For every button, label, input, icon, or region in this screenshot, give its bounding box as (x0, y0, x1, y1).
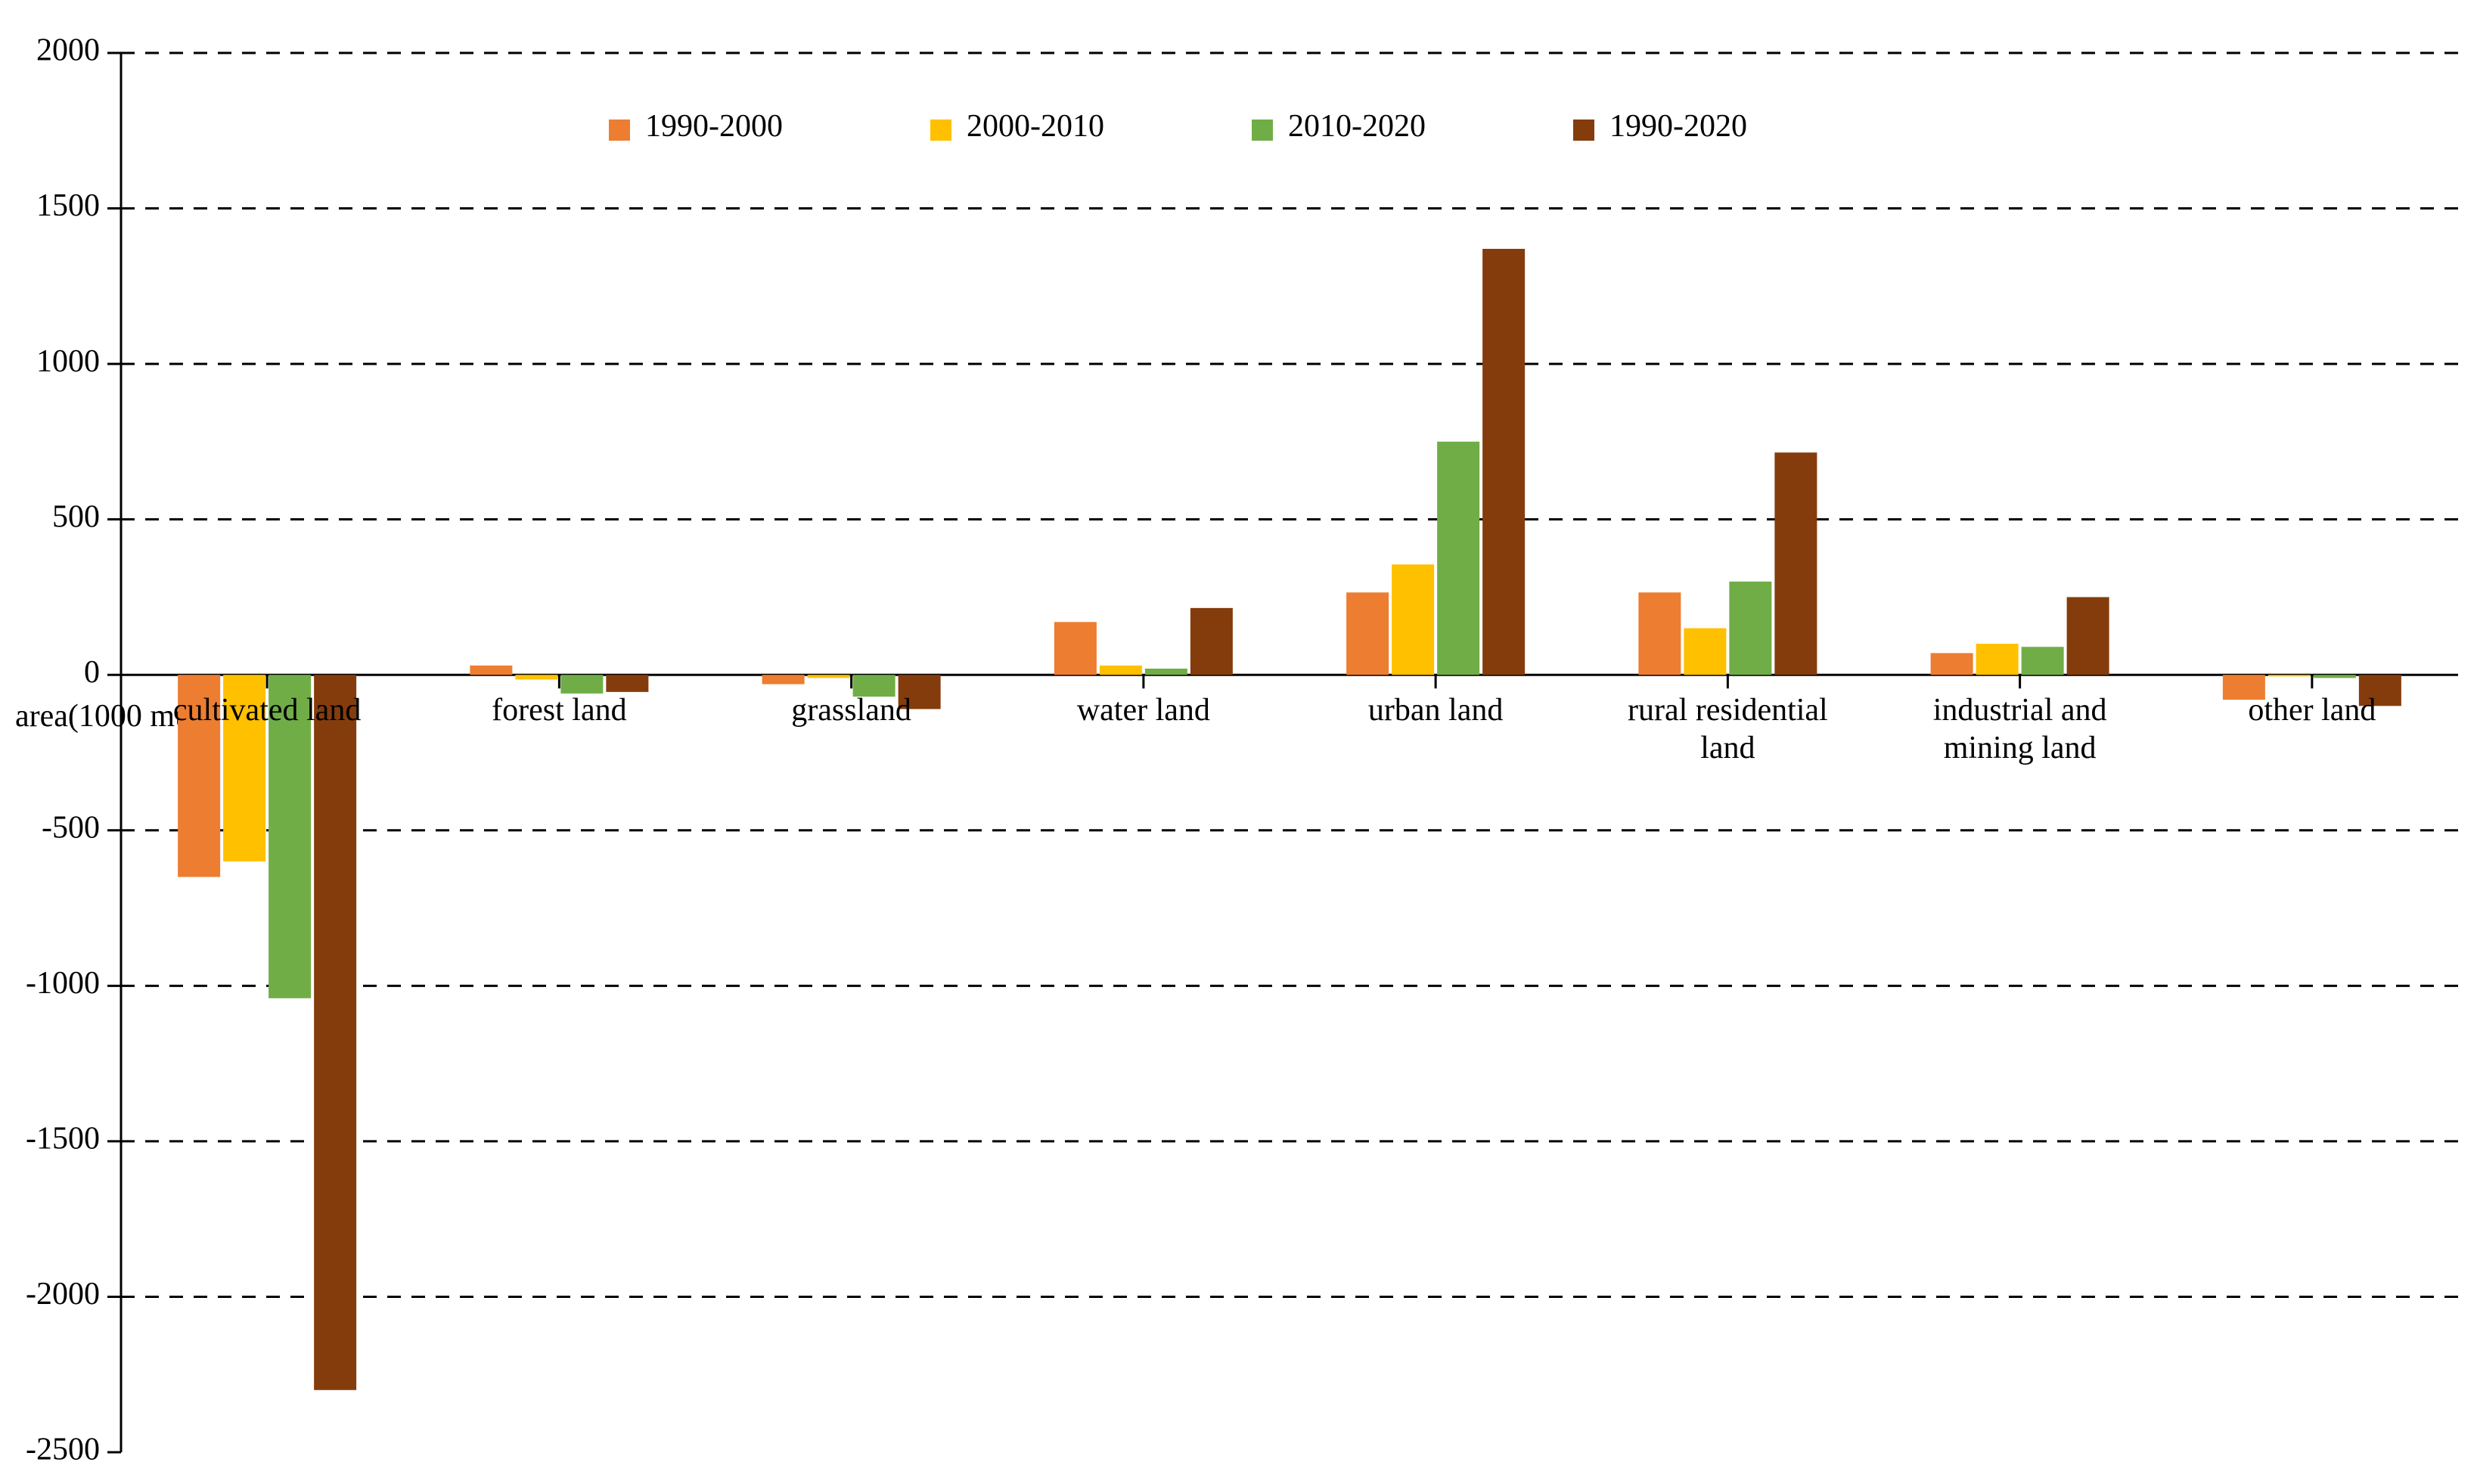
bar (2314, 675, 2356, 678)
bar (762, 675, 805, 684)
y-tick-label: 1500 (36, 188, 100, 223)
bar (1392, 564, 1434, 675)
category-label: cultivated land (173, 693, 361, 728)
bar (1638, 592, 1681, 675)
category-label: urban land (1368, 693, 1503, 728)
legend-label: 2000-2010 (967, 109, 1104, 144)
legend-marker (1252, 120, 1273, 141)
y-tick-label: -500 (42, 810, 100, 845)
category-label: water land (1077, 693, 1210, 728)
category-label: land (1700, 731, 1755, 765)
category-label: rural residential (1628, 693, 1828, 728)
bar (1145, 669, 1187, 675)
legend-marker (609, 120, 630, 141)
y-tick-label: 500 (52, 499, 100, 534)
chart-svg: -2500 -2000 -1500 -1000 -500 0 500 1000 1500 2000… (0, 0, 2477, 1484)
bar (1437, 442, 1479, 675)
category-label: mining land (1944, 731, 2097, 765)
bar (1774, 452, 1817, 675)
y-tick-label: 1000 (36, 344, 100, 379)
bar (2022, 647, 2064, 675)
bar (314, 675, 356, 1390)
bar (515, 675, 557, 679)
bar (808, 675, 850, 678)
bar (1346, 592, 1389, 675)
bar (1190, 608, 1233, 675)
category-label: other land (2248, 693, 2376, 728)
category-label: industrial and (1933, 693, 2107, 728)
y-tick-label: 2000 (36, 33, 100, 68)
category-label: forest land (492, 693, 626, 728)
y-tick-label: -1500 (26, 1122, 100, 1156)
bar (1976, 644, 2019, 675)
bar (1054, 622, 1097, 675)
bar (1729, 582, 1771, 675)
legend-label: 2010-2020 (1288, 109, 1426, 144)
bar (1100, 666, 1142, 675)
legend-marker (1573, 120, 1594, 141)
category-label: grassland (791, 693, 911, 728)
y-tick-label: -1000 (26, 966, 100, 1001)
bar (470, 666, 512, 675)
legend-label: 1990-2020 (1609, 109, 1747, 144)
bar (2067, 597, 2109, 675)
legend-marker (930, 120, 951, 141)
legend-label: 1990-2000 (645, 109, 783, 144)
y-tick-label: -2500 (26, 1433, 100, 1467)
bar (606, 675, 648, 692)
bar (1931, 653, 1973, 675)
bar (1684, 629, 1726, 675)
bar (1482, 249, 1525, 675)
land-area-change-chart: -2500 -2000 -1500 -1000 -500 0 500 1000 1500 2000… (0, 0, 2477, 1484)
y-tick-label: 0 (84, 655, 100, 690)
bar (560, 675, 603, 694)
y-tick-label: -2000 (26, 1277, 100, 1312)
bar (2268, 675, 2311, 676)
